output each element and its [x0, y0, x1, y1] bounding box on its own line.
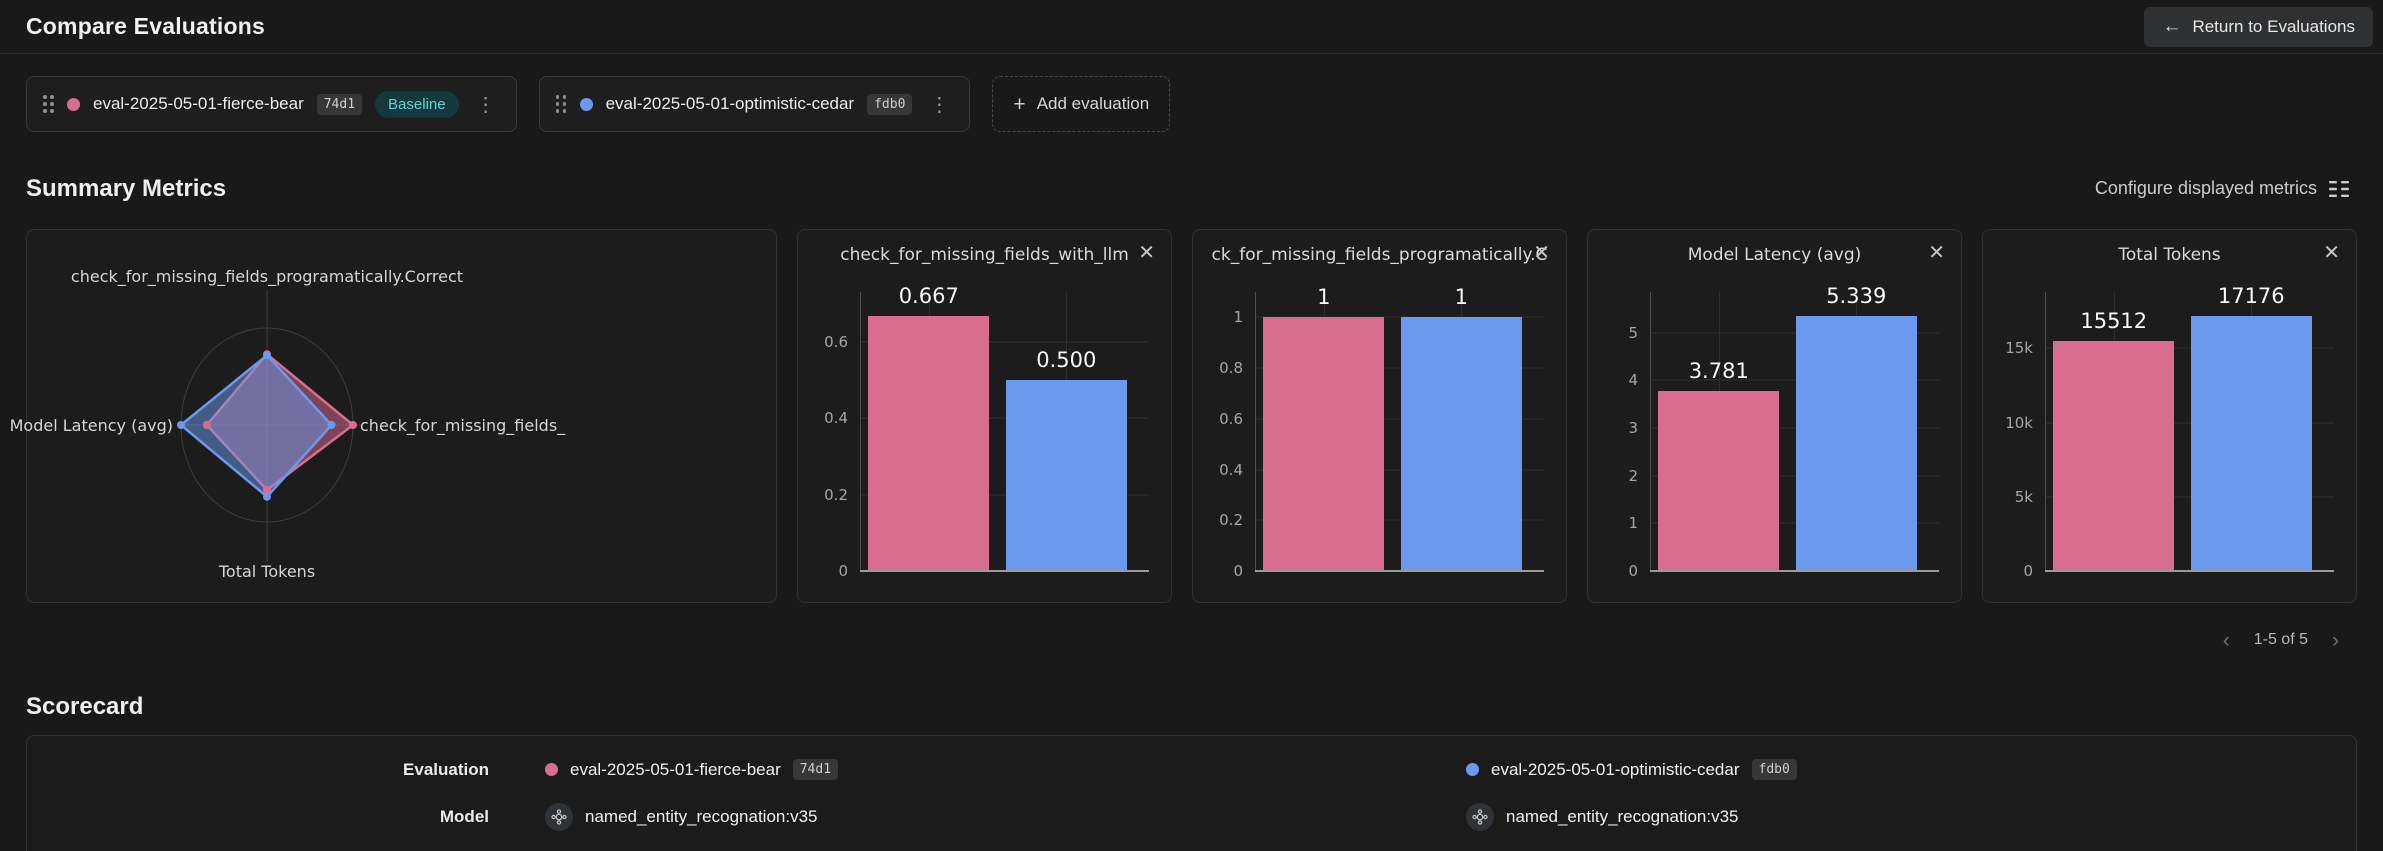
scorecard-title: Scorecard: [26, 693, 144, 720]
scorecard-cell-evaluation-compare: eval-2025-05-01-optimistic-cedar fdb0: [1466, 759, 2331, 780]
scorecard-cell-model-baseline: named_entity_recognation:v35: [545, 802, 1410, 831]
model-icon: [1466, 802, 1494, 831]
close-icon[interactable]: ✕: [2319, 238, 2344, 267]
chart-title: check_for_missing_fields_with_llm: [840, 245, 1129, 265]
return-to-evaluations-button[interactable]: ← Return to Evaluations: [2144, 6, 2373, 47]
pagination-range: 1-5 of 5: [2253, 631, 2308, 648]
evaluation-id-badge: 74d1: [792, 759, 839, 780]
metrics-pagination: ‹ 1-5 of 5 ›: [0, 627, 2383, 653]
drag-handle-icon[interactable]: [555, 95, 567, 113]
scorecard-header: Scorecard: [0, 693, 2383, 721]
evaluation-id-badge: 74d1: [316, 93, 363, 115]
model-name: named_entity_recognation:v35: [585, 806, 818, 826]
pagination-next-icon[interactable]: ›: [2328, 630, 2343, 651]
chart-title: Model Latency (avg): [1687, 245, 1862, 265]
scorecard-table: Evaluation eval-2025-05-01-fierce-bear 7…: [26, 735, 2357, 851]
bar-chart: 0 1 2 3 4 5 3.781 5.339: [1628, 284, 1939, 580]
scorecard-row-label: Model: [439, 806, 489, 826]
metric-card-check-for-missing-fields-programatically: ✕ ck_for_missing_fields_programatically.…: [1192, 229, 1567, 603]
add-evaluation-button[interactable]: + Add evaluation: [992, 76, 1171, 132]
scorecard-row-evaluation: Evaluation eval-2025-05-01-fierce-bear 7…: [27, 746, 2356, 793]
close-icon[interactable]: ✕: [1529, 238, 1554, 267]
model-icon: [545, 802, 573, 831]
metrics-list-icon: [2329, 180, 2349, 197]
plus-icon: +: [1013, 92, 1026, 116]
drag-handle-icon[interactable]: [43, 95, 54, 113]
pagination-previous-icon[interactable]: ‹: [2219, 630, 2234, 651]
evaluation-id-badge: fdb0: [1751, 759, 1797, 780]
scorecard-row-model: Model named_entity_recognation:v35 named…: [27, 793, 2356, 840]
bar-chart: 0 0.2 0.4 0.6 0.667 0.500: [824, 284, 1149, 580]
evaluation-color-dot: [67, 97, 80, 111]
evaluation-name: eval-2025-05-01-fierce-bear: [93, 94, 304, 113]
arrow-left-icon: ←: [2162, 16, 2182, 37]
bar-chart: 0 5k 10k 15k 15512 17176: [2005, 284, 2334, 580]
evaluation-color-dot: [545, 763, 558, 776]
configure-displayed-metrics-label: Configure displayed metrics: [2094, 178, 2317, 198]
metric-card-total-tokens: ✕ Total Tokens 0 5k 10k 15k 15512 17176: [1982, 229, 2357, 603]
evaluation-id-badge: fdb0: [867, 93, 913, 115]
evaluation-name: eval-2025-05-01-optimistic-cedar: [605, 94, 855, 113]
evaluation-color-dot: [1466, 763, 1479, 776]
kebab-menu-icon[interactable]: ⋮: [472, 90, 500, 119]
chart-title: Total Tokens: [2118, 245, 2221, 265]
radar-chart: [177, 290, 361, 562]
metric-card-model-latency: ✕ Model Latency (avg) 0 1 2 3 4 5 3.781 5.339: [1587, 229, 1962, 603]
summary-metrics-header: Summary Metrics Configure displayed metr…: [0, 174, 2383, 203]
bar-chart: 0 0.2 0.4 0.6 0.8 1 1 1: [1219, 285, 1544, 580]
radar-axis-label-right: check_for_missing_fields_: [360, 416, 566, 435]
evaluation-name: eval-2025-05-01-optimistic-cedar: [1491, 759, 1740, 779]
summary-metrics-cards: check_for_missing_fields_programatically…: [0, 229, 2383, 603]
close-icon[interactable]: ✕: [1924, 238, 1949, 267]
radar-axis-label-left: Model Latency (avg): [9, 416, 173, 435]
baseline-badge: Baseline: [375, 90, 459, 118]
chart-title: ck_for_missing_fields_programatically.C: [1211, 245, 1548, 265]
page-title: Compare Evaluations: [26, 13, 265, 39]
return-to-evaluations-label: Return to Evaluations: [2192, 16, 2355, 36]
radar-axis-label-bottom: Total Tokens: [218, 562, 316, 581]
scorecard-row-label: Evaluation: [403, 759, 489, 779]
radar-axis-label-top: check_for_missing_fields_programatically…: [70, 267, 464, 286]
evaluation-selector-row: eval-2025-05-01-fierce-bear 74d1 Baselin…: [0, 54, 2383, 132]
evaluation-name: eval-2025-05-01-fierce-bear: [570, 759, 781, 779]
metric-card-check-for-missing-fields-with-llm: ✕ check_for_missing_fields_with_llm 0 0.2…: [797, 229, 1172, 603]
top-header: Compare Evaluations ← Return to Evaluati…: [0, 0, 2383, 54]
evaluation-chip-compare[interactable]: eval-2025-05-01-optimistic-cedar fdb0 ⋮: [538, 76, 971, 132]
scorecard-cell-evaluation-baseline: eval-2025-05-01-fierce-bear 74d1: [545, 759, 1410, 780]
evaluation-color-dot: [579, 97, 593, 111]
model-name: named_entity_recognation:v35: [1506, 806, 1739, 826]
summary-metrics-title: Summary Metrics: [26, 174, 227, 202]
configure-displayed-metrics-button[interactable]: Configure displayed metrics: [2087, 174, 2357, 203]
radar-chart-card: check_for_missing_fields_programatically…: [10, 229, 777, 603]
close-icon[interactable]: ✕: [1134, 238, 1159, 267]
kebab-menu-icon[interactable]: ⋮: [925, 90, 953, 119]
add-evaluation-label: Add evaluation: [1036, 94, 1150, 113]
evaluation-chip-baseline[interactable]: eval-2025-05-01-fierce-bear 74d1 Baselin…: [26, 76, 517, 132]
scorecard-cell-model-compare: named_entity_recognation:v35: [1466, 802, 2331, 831]
